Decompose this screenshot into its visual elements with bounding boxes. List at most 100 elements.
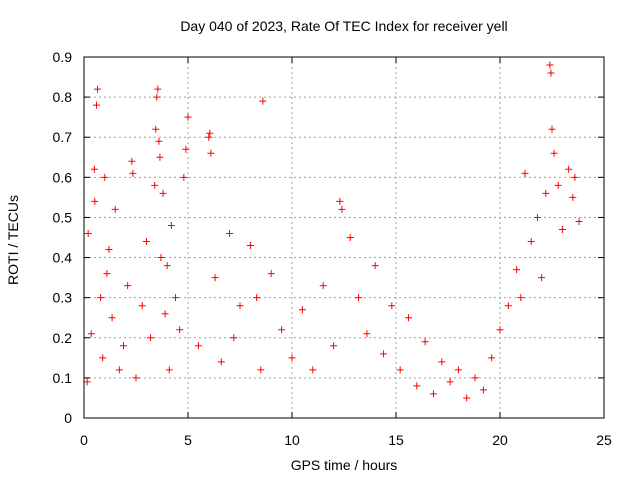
- data-point: [159, 189, 167, 197]
- data-point: [217, 358, 225, 366]
- data-point: [569, 193, 577, 201]
- data-point: [396, 366, 404, 374]
- x-axis-tick-labels: 0 5 10 15 20 25: [80, 432, 612, 448]
- data-point: [207, 149, 215, 157]
- data-point: [388, 302, 396, 310]
- data-point: [90, 165, 98, 173]
- data-point: [155, 137, 163, 145]
- data-point: [91, 197, 99, 205]
- data-point: [309, 366, 317, 374]
- x-tick-label: 5: [184, 432, 192, 448]
- data-point: [547, 69, 555, 77]
- data-point: [471, 374, 479, 382]
- data-point: [94, 85, 102, 93]
- chart-title: Day 040 of 2023, Rate Of TEC Index for r…: [180, 18, 507, 34]
- data-point: [446, 378, 454, 386]
- data-point: [513, 266, 521, 274]
- x-tick-label: 25: [596, 432, 612, 448]
- data-point: [496, 326, 504, 334]
- data-point: [132, 374, 140, 382]
- data-point: [152, 125, 160, 133]
- y-axis-label: ROTI / TECUs: [5, 195, 21, 285]
- x-tick-label: 0: [80, 432, 88, 448]
- y-tick-label: 0: [64, 410, 72, 426]
- data-point: [147, 334, 155, 342]
- x-axis-label: GPS time / hours: [291, 457, 398, 473]
- data-point: [105, 246, 113, 254]
- y-tick-label: 0.3: [53, 290, 73, 306]
- data-point: [278, 326, 286, 334]
- data-point: [97, 294, 105, 302]
- data-point: [84, 229, 92, 237]
- data-point: [565, 165, 573, 173]
- y-tick-label: 0.4: [53, 250, 73, 266]
- data-point: [550, 149, 558, 157]
- data-point: [172, 294, 180, 302]
- data-point: [103, 270, 111, 278]
- x-tick-label: 10: [284, 432, 300, 448]
- data-point: [246, 242, 254, 250]
- data-point: [259, 97, 267, 105]
- data-point: [479, 386, 487, 394]
- data-point: [153, 93, 161, 101]
- data-point: [421, 338, 429, 346]
- data-point: [101, 173, 109, 181]
- data-point: [542, 189, 550, 197]
- data-point: [230, 334, 238, 342]
- data-point: [380, 350, 388, 358]
- data-point: [371, 262, 379, 270]
- data-points: [83, 61, 583, 402]
- data-point: [182, 145, 190, 153]
- data-point: [83, 378, 91, 386]
- data-point: [111, 205, 119, 213]
- plot-frame: [83, 56, 605, 419]
- y-tick-label: 0.1: [53, 370, 73, 386]
- data-point: [438, 358, 446, 366]
- data-point: [404, 314, 412, 322]
- data-point: [548, 125, 556, 133]
- data-point: [120, 342, 128, 350]
- data-point: [156, 153, 164, 161]
- data-point: [575, 217, 583, 225]
- data-point: [554, 181, 562, 189]
- data-point: [128, 157, 136, 165]
- y-tick-label: 0.9: [53, 49, 73, 65]
- data-point: [163, 262, 171, 270]
- data-point: [157, 254, 165, 262]
- data-point: [205, 133, 213, 141]
- axis-ticks: [83, 56, 605, 419]
- data-point: [504, 302, 512, 310]
- data-point: [154, 85, 162, 93]
- data-point: [115, 366, 123, 374]
- data-point: [319, 282, 327, 290]
- data-point: [463, 394, 471, 402]
- data-point: [129, 169, 137, 177]
- y-tick-label: 0.2: [53, 330, 73, 346]
- data-point: [236, 302, 244, 310]
- data-point: [488, 354, 496, 362]
- data-point: [355, 294, 363, 302]
- data-point: [138, 302, 146, 310]
- data-point: [546, 61, 554, 69]
- data-point: [521, 169, 529, 177]
- data-point: [161, 310, 169, 318]
- data-point: [429, 390, 437, 398]
- data-point: [253, 294, 261, 302]
- data-point: [298, 306, 306, 314]
- data-point: [288, 354, 296, 362]
- data-point: [108, 314, 116, 322]
- data-point: [527, 238, 535, 246]
- data-point: [257, 366, 265, 374]
- data-point: [413, 382, 421, 390]
- y-axis-tick-labels: 0 0.1 0.2 0.3 0.4 0.5 0.6 0.7 0.8 0.9: [53, 49, 73, 426]
- data-point: [165, 366, 173, 374]
- y-tick-label: 0.8: [53, 89, 73, 105]
- data-point: [454, 366, 462, 374]
- data-point: [92, 101, 100, 109]
- data-point: [330, 342, 338, 350]
- data-point: [180, 173, 188, 181]
- x-tick-label: 15: [388, 432, 404, 448]
- data-point: [142, 238, 150, 246]
- data-point: [346, 234, 354, 241]
